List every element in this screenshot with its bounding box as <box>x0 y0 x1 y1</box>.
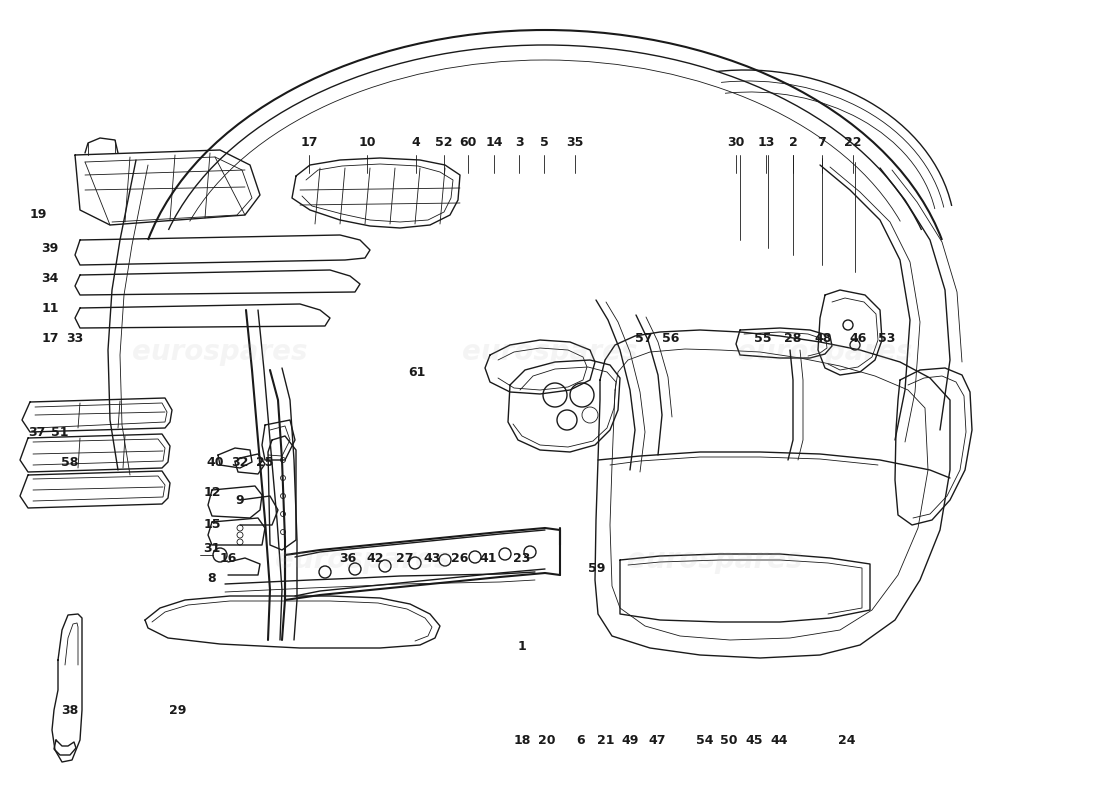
Text: 27: 27 <box>396 551 414 565</box>
Text: 36: 36 <box>340 551 356 565</box>
Text: 8: 8 <box>208 571 217 585</box>
Text: 11: 11 <box>42 302 58 314</box>
Text: 29: 29 <box>169 703 187 717</box>
Text: 15: 15 <box>204 518 221 530</box>
Text: eurospares: eurospares <box>132 338 308 366</box>
Text: 17: 17 <box>300 137 318 150</box>
Text: 53: 53 <box>878 331 895 345</box>
Text: 9: 9 <box>235 494 244 506</box>
Text: 2: 2 <box>789 137 797 150</box>
Text: 4: 4 <box>411 137 420 150</box>
Text: 45: 45 <box>746 734 762 746</box>
Text: 49: 49 <box>621 734 639 746</box>
Text: eurospares: eurospares <box>627 546 803 574</box>
Text: 23: 23 <box>514 551 530 565</box>
Text: 57: 57 <box>636 331 652 345</box>
Text: 51: 51 <box>52 426 68 438</box>
Text: 6: 6 <box>576 734 585 746</box>
Text: 20: 20 <box>538 734 556 746</box>
Text: 30: 30 <box>727 137 745 150</box>
Text: 47: 47 <box>648 734 666 746</box>
Text: 61: 61 <box>408 366 426 379</box>
Text: 44: 44 <box>770 734 788 746</box>
Text: 37: 37 <box>29 426 46 438</box>
Text: 60: 60 <box>460 137 476 150</box>
Text: 48: 48 <box>814 331 832 345</box>
Text: 33: 33 <box>66 331 84 345</box>
Text: 52: 52 <box>436 137 453 150</box>
Text: 16: 16 <box>219 551 236 565</box>
Text: 59: 59 <box>588 562 606 574</box>
Text: 12: 12 <box>204 486 221 498</box>
Text: 41: 41 <box>480 551 497 565</box>
Text: 1: 1 <box>518 639 527 653</box>
Text: 3: 3 <box>515 137 524 150</box>
Text: eurospares: eurospares <box>275 546 451 574</box>
Text: 14: 14 <box>485 137 503 150</box>
Text: eurospares: eurospares <box>462 338 638 366</box>
Text: 40: 40 <box>207 455 223 469</box>
Text: 5: 5 <box>540 137 549 150</box>
Text: 26: 26 <box>451 551 469 565</box>
Text: 17: 17 <box>42 331 58 345</box>
Text: 22: 22 <box>845 137 861 150</box>
Text: 21: 21 <box>597 734 615 746</box>
Text: 7: 7 <box>817 137 826 150</box>
Text: 39: 39 <box>42 242 58 254</box>
Text: 35: 35 <box>566 137 584 150</box>
Text: 46: 46 <box>849 331 867 345</box>
Text: 56: 56 <box>662 331 680 345</box>
Text: 19: 19 <box>30 209 46 222</box>
Text: eurospares: eurospares <box>737 338 913 366</box>
Text: 58: 58 <box>62 455 79 469</box>
Text: 42: 42 <box>366 551 384 565</box>
Text: 31: 31 <box>204 542 221 554</box>
Text: 38: 38 <box>62 703 78 717</box>
Text: 34: 34 <box>42 271 58 285</box>
Text: 32: 32 <box>231 455 249 469</box>
Text: 55: 55 <box>755 331 772 345</box>
Text: 43: 43 <box>424 551 441 565</box>
Text: 50: 50 <box>720 734 738 746</box>
Text: 24: 24 <box>838 734 856 746</box>
Text: 13: 13 <box>757 137 774 150</box>
Text: 10: 10 <box>359 137 376 150</box>
Text: 54: 54 <box>696 734 714 746</box>
Text: 18: 18 <box>514 734 530 746</box>
Text: 25: 25 <box>256 455 274 469</box>
Text: 28: 28 <box>784 331 802 345</box>
